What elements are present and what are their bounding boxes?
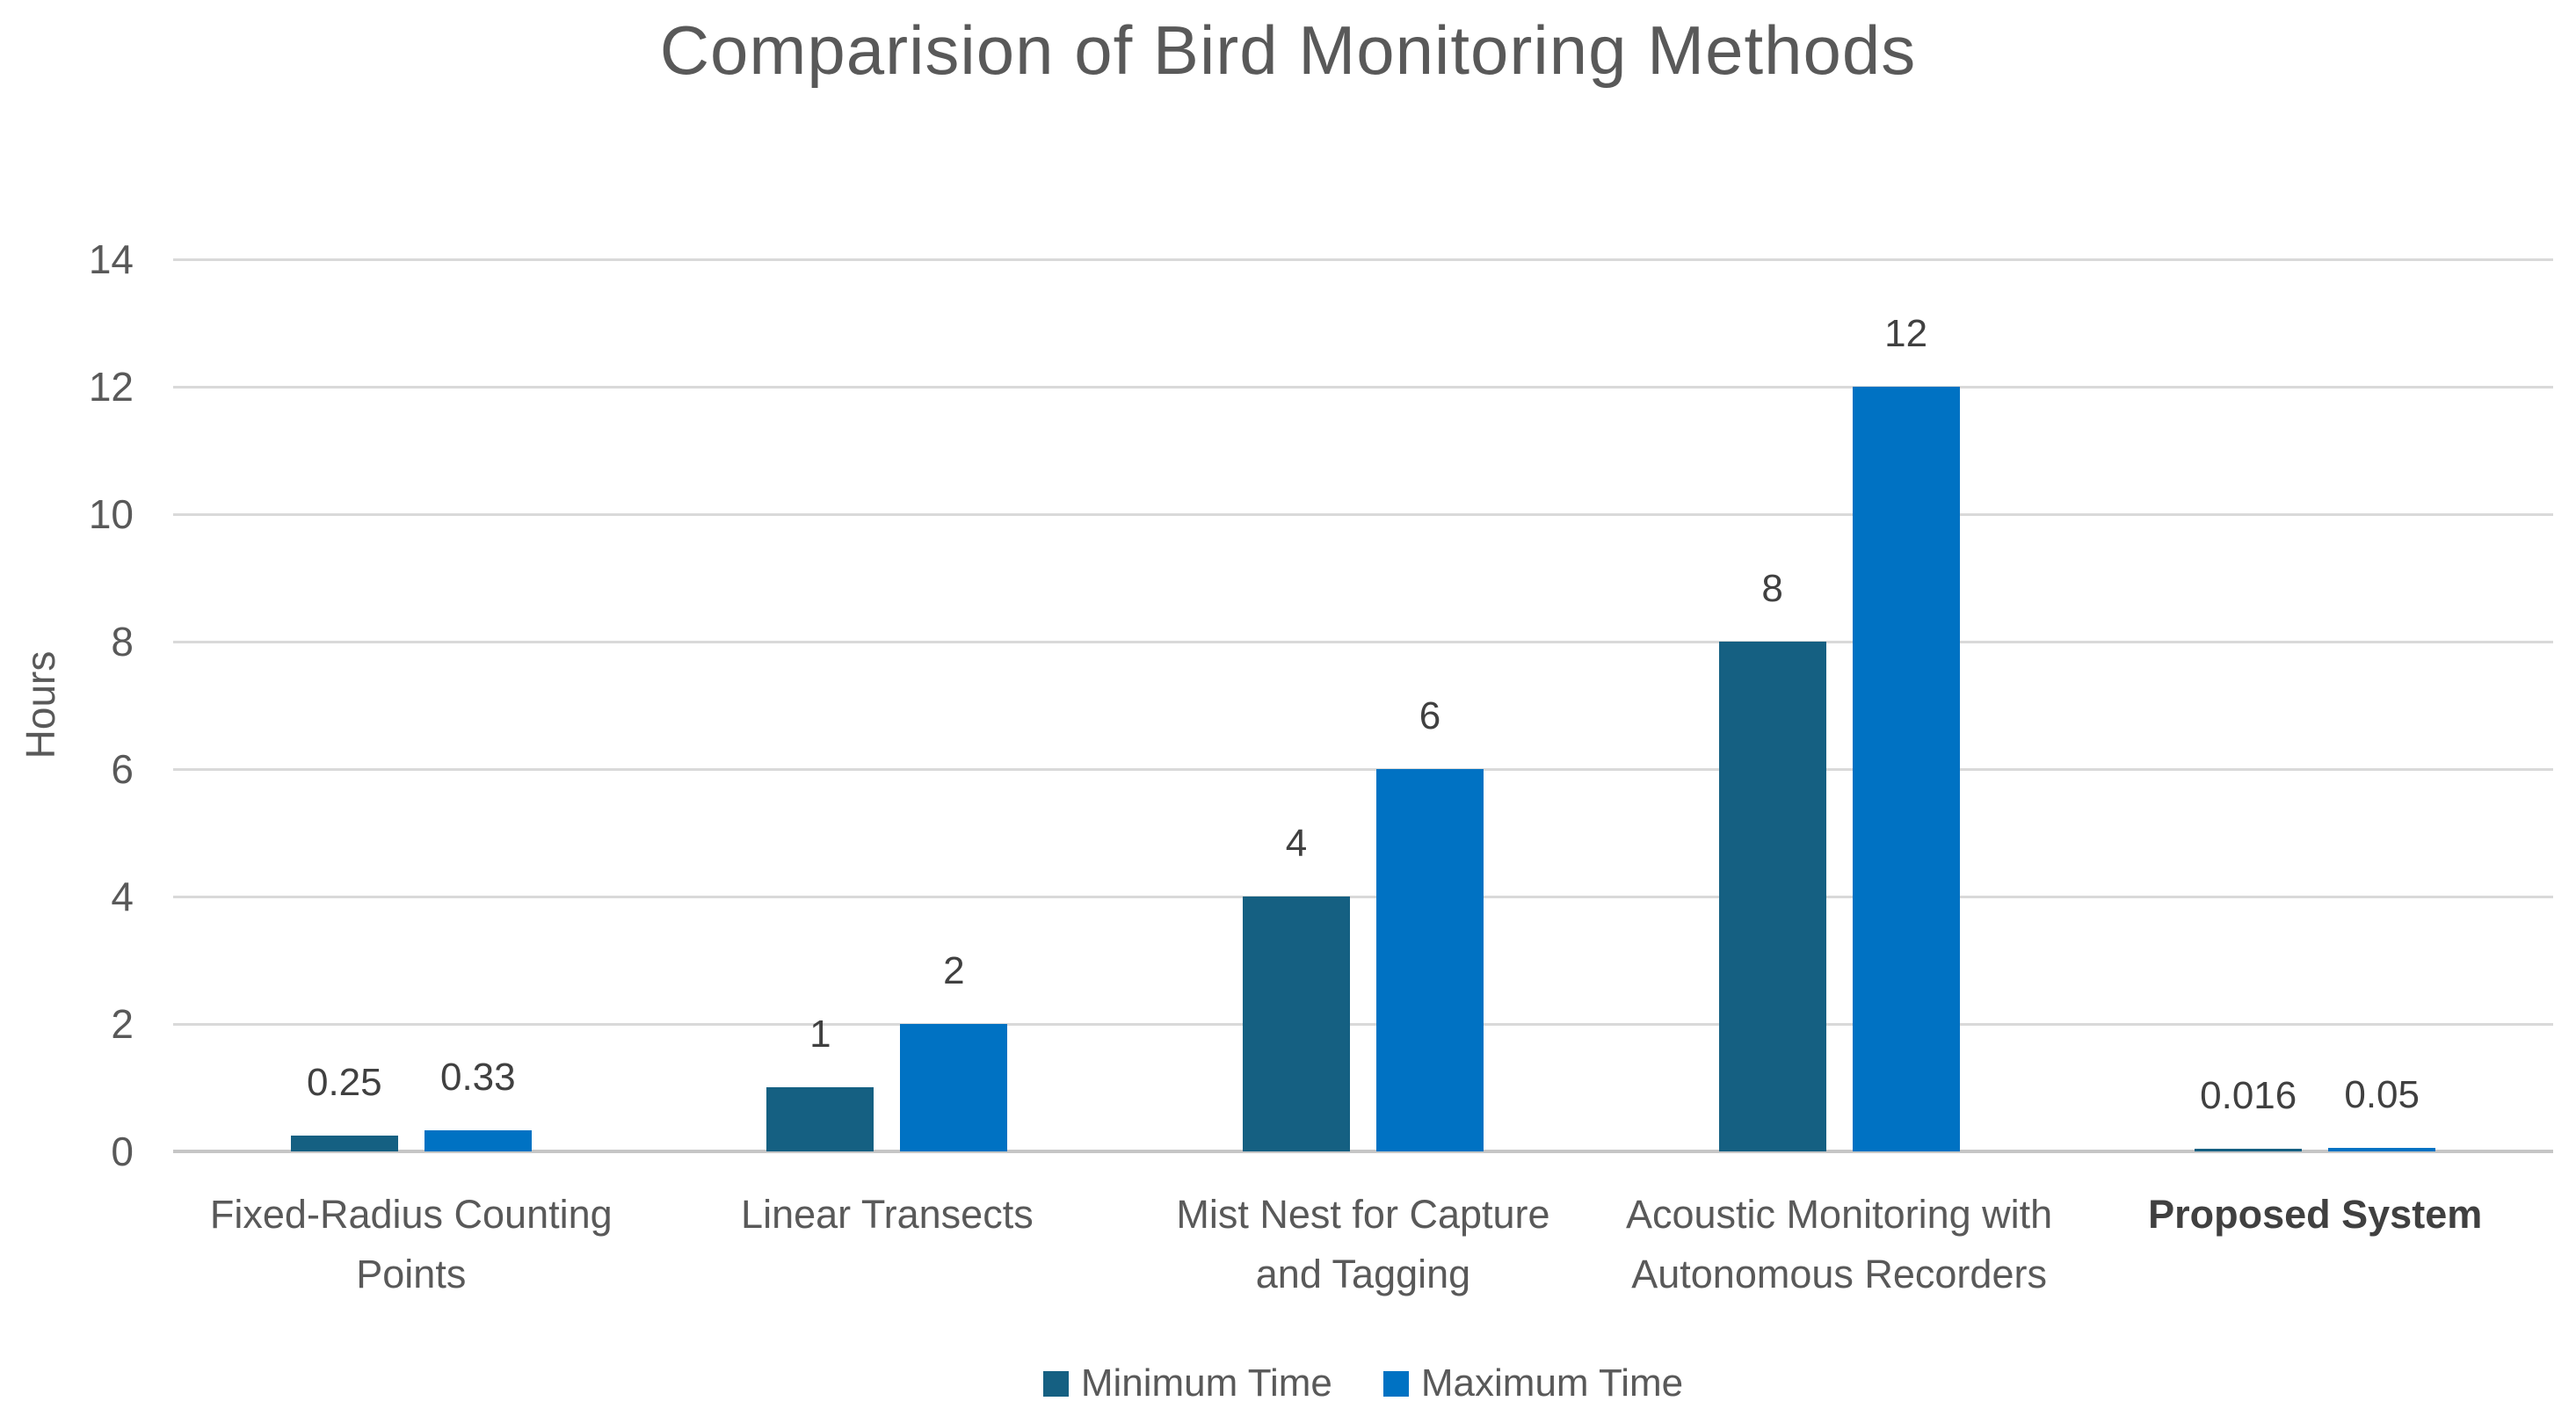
y-tick-label: 4	[111, 874, 134, 919]
gridline	[173, 258, 2553, 261]
data-label: 8	[1761, 567, 1783, 610]
data-label: 1	[809, 1013, 831, 1056]
data-label: 2	[943, 949, 965, 992]
category-label-line: Points	[356, 1252, 467, 1296]
y-tick-label: 2	[111, 1001, 134, 1047]
bar-maximum-time-4	[2328, 1148, 2436, 1151]
y-tick-label: 12	[88, 364, 134, 410]
bar-maximum-time-0	[424, 1130, 532, 1151]
category-label-line: and Tagging	[1255, 1252, 1471, 1296]
category-label-line: Acoustic Monitoring with	[1625, 1192, 2053, 1237]
data-label: 0.25	[306, 1061, 382, 1104]
legend-label: Minimum Time	[1080, 1361, 1332, 1405]
y-tick-label: 10	[88, 491, 134, 537]
chart-title: Comparision of Bird Monitoring Methods	[659, 11, 1917, 89]
bar-minimum-time-2	[1243, 897, 1350, 1151]
bar-minimum-time-3	[1718, 642, 1826, 1151]
y-axis: 0 2 4 6 8 10 12 14	[0, 239, 134, 1172]
gridline	[173, 512, 2553, 516]
bar-minimum-time-4	[2195, 1149, 2303, 1151]
x-axis-line	[173, 1150, 2553, 1153]
bar-maximum-time-2	[1376, 769, 1484, 1151]
bar-maximum-time-3	[1852, 387, 1960, 1151]
y-tick-label: 0	[111, 1129, 134, 1174]
category-label: Acoustic Monitoring with Autonomous Recor…	[1601, 1185, 2078, 1304]
data-label: 0.33	[439, 1056, 516, 1099]
y-tick-label: 6	[111, 746, 134, 792]
category-label: Fixed-Radius Counting Points	[173, 1185, 649, 1304]
category-label-line: Fixed-Radius Counting	[209, 1192, 613, 1237]
bar-minimum-time-1	[766, 1087, 874, 1151]
data-label: 12	[1884, 312, 1928, 355]
bar-minimum-time-0	[290, 1136, 398, 1151]
plot-area: 0.25 1 4 8 0.016 0.33 2 6 12 0.05	[173, 258, 2553, 1153]
legend-swatch	[1382, 1370, 1409, 1397]
bar-maximum-time-1	[900, 1024, 1008, 1151]
category-label-line: Autonomous Recorders	[1631, 1252, 2047, 1296]
category-label-line: Linear Transects	[741, 1192, 1034, 1237]
category-label: Proposed System	[2077, 1185, 2553, 1245]
legend-label: Maximum Time	[1420, 1361, 1684, 1405]
gridline	[173, 767, 2553, 771]
gridline	[173, 895, 2553, 898]
x-axis-categories: Fixed-Radius Counting Points Linear Transe…	[173, 1185, 2553, 1343]
legend-item-minimum-time: Minimum Time	[1042, 1361, 1332, 1405]
category-label-line: Mist Nest for Capture	[1176, 1192, 1550, 1237]
gridline	[173, 1022, 2553, 1026]
category-label: Linear Transects	[649, 1185, 1126, 1245]
y-tick-label: 8	[111, 619, 134, 664]
data-label: 4	[1285, 822, 1308, 865]
gridline	[173, 385, 2553, 388]
category-label-line: Proposed System	[2148, 1192, 2483, 1237]
legend: Minimum Time Maximum Time	[173, 1364, 2553, 1403]
data-label: 0.016	[2200, 1074, 2297, 1117]
gridline	[173, 640, 2553, 643]
category-label: Mist Nest for Capture and Tagging	[1125, 1185, 1601, 1304]
data-label: 6	[1419, 694, 1441, 737]
legend-item-maximum-time: Maximum Time	[1382, 1361, 1684, 1405]
data-label: 0.05	[2344, 1073, 2420, 1116]
y-tick-label: 14	[88, 236, 134, 282]
legend-swatch	[1042, 1370, 1069, 1397]
